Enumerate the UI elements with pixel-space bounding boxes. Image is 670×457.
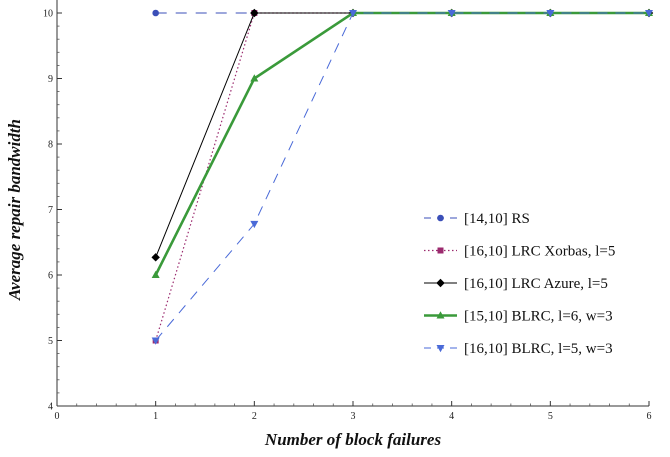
legend-marker [436, 278, 445, 288]
data-point [151, 337, 160, 345]
legend-label: [16,10] LRC Azure, l=5 [464, 276, 608, 292]
data-point [447, 10, 456, 18]
legend-marker [436, 311, 445, 319]
y-axis-title: Average repair bandwidth [5, 119, 24, 301]
series-line [155, 12, 649, 258]
axes: 0 1 2 3 4 5 6 4 5 6 7 8 9 10 [43, 0, 652, 422]
series-line [155, 12, 649, 341]
series-4 [151, 10, 653, 345]
series-3 [151, 8, 653, 278]
legend-marker [437, 214, 444, 222]
legend-label: [16,10] BLRC, l=5, w=3 [464, 341, 613, 357]
data-point [250, 8, 259, 18]
x-tick-label: 2 [252, 411, 257, 422]
series-layer [151, 8, 654, 345]
data-point [250, 220, 259, 229]
y-tick-label: 5 [48, 336, 53, 347]
y-tick-label: 7 [48, 205, 53, 216]
y-tick-label: 9 [48, 74, 53, 85]
legend-item: [16,10] LRC Azure, l=5 [424, 276, 608, 292]
data-point [151, 253, 160, 262]
legend: [14,10] RS [16,10] LRC Xorbas, l=5 [16,10]… [424, 211, 615, 357]
series-1 [152, 10, 652, 344]
x-axis-title: Number of block failures [264, 430, 442, 449]
legend-item: [16,10] LRC Xorbas, l=5 [424, 244, 615, 260]
data-point [250, 74, 259, 82]
legend-item: [16,10] BLRC, l=5, w=3 [424, 341, 613, 357]
legend-label: [15,10] BLRC, l=6, w=3 [464, 309, 613, 325]
legend-item: [15,10] BLRC, l=6, w=3 [424, 309, 613, 325]
series-line [154, 11, 649, 276]
x-tick-label: 3 [351, 411, 356, 422]
data-point [152, 9, 159, 17]
x-tick-label: 4 [449, 411, 454, 422]
x-tick-label: 0 [55, 411, 60, 422]
series-line [155, 12, 649, 341]
data-point [546, 10, 555, 18]
x-tick-label: 5 [548, 411, 553, 422]
y-tick-label: 6 [48, 271, 53, 282]
y-tick-label: 4 [48, 402, 53, 413]
y-tick-label: 8 [48, 140, 53, 151]
data-point [151, 270, 160, 278]
legend-marker [436, 345, 445, 353]
x-tick-label: 1 [153, 411, 158, 422]
legend-label: [16,10] LRC Xorbas, l=5 [464, 244, 615, 260]
data-point [349, 10, 357, 18]
x-tick-label: 6 [647, 411, 652, 422]
y-tick-label: 10 [43, 9, 53, 20]
legend-marker [437, 247, 444, 254]
legend-item: [14,10] RS [424, 211, 530, 227]
data-point [645, 10, 653, 18]
legend-label: [14,10] RS [464, 211, 530, 227]
